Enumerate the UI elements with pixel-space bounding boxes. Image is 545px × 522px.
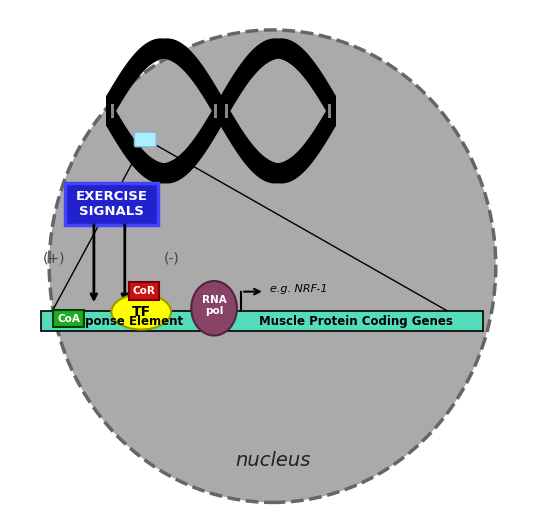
Bar [228, 311, 483, 331]
Ellipse shape [191, 281, 237, 336]
Text: TF: TF [132, 305, 151, 319]
Text: EXERCISE
SIGNALS: EXERCISE SIGNALS [76, 190, 148, 218]
FancyBboxPatch shape [129, 282, 159, 300]
Text: CoA: CoA [57, 314, 80, 324]
Text: (+): (+) [43, 252, 66, 265]
FancyBboxPatch shape [135, 132, 156, 147]
Text: CoR: CoR [132, 286, 155, 296]
FancyBboxPatch shape [65, 183, 158, 224]
FancyBboxPatch shape [53, 310, 84, 327]
Text: nucleus: nucleus [235, 452, 310, 470]
Text: Muscle Protein Coding Genes: Muscle Protein Coding Genes [259, 315, 452, 328]
Text: Response Element: Response Element [61, 315, 183, 328]
Bar [41, 311, 202, 331]
Text: (-): (-) [164, 252, 179, 265]
Ellipse shape [49, 30, 496, 503]
Text: RNA
pol: RNA pol [202, 295, 227, 316]
Ellipse shape [111, 294, 171, 329]
Text: e.g. NRF-1: e.g. NRF-1 [270, 284, 328, 294]
